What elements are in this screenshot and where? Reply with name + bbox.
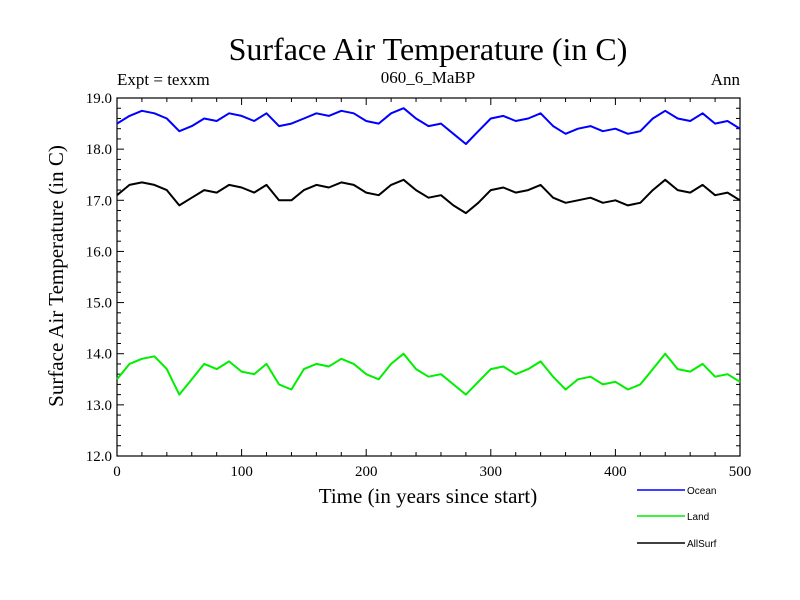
y-tick-label: 17.0 (86, 193, 112, 209)
x-tick-label: 200 (355, 464, 378, 480)
y-tick-label: 19.0 (86, 91, 112, 107)
x-tick-label: 300 (480, 464, 503, 480)
x-axis-label: Time (in years since start) (319, 484, 538, 508)
plot-area: 12.0 13.0 14.0 15.0 16.0 17.0 18.0 19.0 0 100 200 3… (86, 91, 752, 480)
y-tick-label: 15.0 (86, 296, 112, 312)
series-line-ocean (116, 107, 741, 145)
y-tick-label: 14.0 (86, 347, 112, 363)
y-tick-label: 16.0 (86, 244, 112, 260)
y-tick-label: 18.0 (86, 142, 112, 158)
y-tick-label: 12.0 (86, 449, 112, 465)
y-tick-label: 13.0 (86, 398, 112, 414)
x-tick-label: 0 (113, 464, 121, 480)
x-tick-label: 400 (604, 464, 627, 480)
series-line-land (116, 352, 741, 396)
chart-title: Surface Air Temperature (in C) (229, 31, 628, 67)
legend-label-land: Land (687, 512, 709, 523)
series-line-allsurf (116, 178, 741, 215)
subtitle-left: Expt = texxm (117, 70, 210, 89)
legend: Ocean Land AllSurf (637, 486, 717, 550)
subtitle-right: Ann (711, 70, 741, 89)
x-tick-label: 500 (729, 464, 752, 480)
y-axis-label: Surface Air Temperature (in C) (44, 145, 68, 407)
plot-frame (116, 97, 741, 457)
legend-label-allsurf: AllSurf (687, 539, 717, 550)
subtitle-center: 060_6_MaBP (381, 68, 475, 87)
x-tick-label: 100 (230, 464, 253, 480)
legend-label-ocean: Ocean (687, 486, 716, 497)
